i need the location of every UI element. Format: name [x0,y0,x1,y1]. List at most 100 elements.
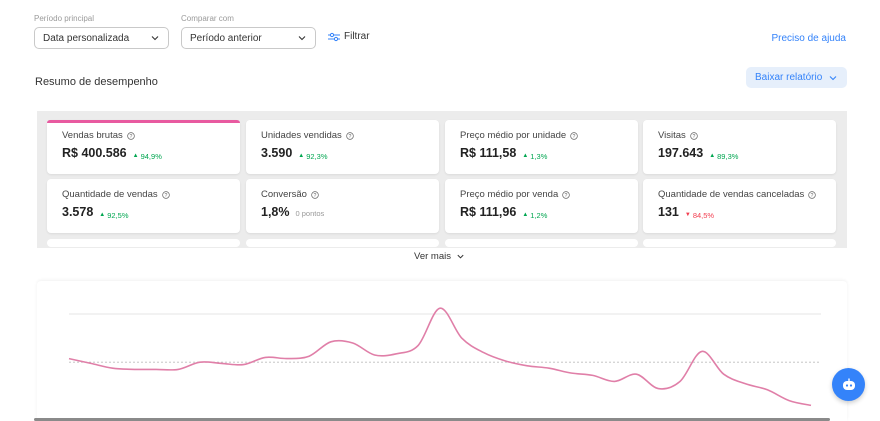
trend-up-icon: ▲ [132,153,139,159]
trend-up-icon: ▲ [522,212,529,218]
period-select[interactable]: Data personalizada [34,27,169,49]
metric-value: R$ 400.586 [62,146,127,160]
metrics-panel: Vendas brutas? R$ 400.586 ▲ 94,9% Unidades … [37,111,847,248]
metric-delta: ▲ 89,3% [709,152,738,161]
metric-title-row: Preço médio por unidade? [460,130,623,141]
metric-card[interactable]: Preço médio por venda? R$ 111,96 ▲ 1,2% [445,179,638,233]
chart-series-line [68,307,812,407]
download-report-button[interactable]: Baixar relatório [746,67,847,88]
metric-card[interactable]: Quantidade de vendas? 3.578 ▲ 92,5% [47,179,240,233]
metric-card[interactable]: Unidades vendidas? 3.590 ▲ 92,3% [246,120,439,174]
chat-button[interactable] [832,368,865,401]
metric-value-row: R$ 400.586 ▲ 94,9% [62,146,225,161]
chevron-down-icon [829,75,837,80]
info-icon[interactable]: ? [808,190,817,199]
metric-value: R$ 111,58 [460,146,517,160]
compare-value: Período anterior [190,32,262,44]
metric-title-row: Vendas brutas? [62,130,225,141]
help-link[interactable]: Preciso de ajuda [771,33,847,44]
trend-up-icon: ▲ [709,153,716,159]
chevron-down-icon [298,36,306,41]
chevron-down-icon [457,254,464,259]
download-report-label: Baixar relatório [755,72,823,83]
metric-card[interactable]: Quantidade de vendas canceladas? 131 ▼ 84,5… [643,179,836,233]
metric-card-hidden [643,239,836,247]
see-more-label: Ver mais [414,251,451,262]
metric-title-row: Quantidade de vendas? [62,189,225,200]
metric-title: Conversão [261,189,307,200]
compare-select[interactable]: Período anterior [181,27,316,49]
metric-delta: ▲ 94,9% [133,152,162,161]
metric-value-row: 3.590 ▲ 92,3% [261,146,424,161]
trend-up-icon: ▲ [522,153,529,159]
metric-delta: ▲ 92,3% [298,152,327,161]
metric-value-row: R$ 111,58 ▲ 1,3% [460,146,623,161]
info-icon[interactable]: ? [161,190,170,199]
compare-label: Comparar com [181,14,234,23]
trend-up-icon: ▲ [298,153,305,159]
info-icon[interactable]: ? [570,131,578,140]
metric-value: 131 [658,205,679,219]
info-icon[interactable]: ? [127,131,135,140]
info-icon[interactable]: ? [346,131,354,140]
sliders-icon [328,32,340,41]
metric-delta-value: 94,9% [140,151,162,161]
svg-text:?: ? [573,133,576,139]
svg-text:?: ? [314,192,317,198]
metric-delta-value: 84,5% [692,210,715,220]
see-more-button[interactable]: Ver mais [408,248,471,265]
filter-button-label: Filtrar [344,31,370,42]
svg-text:?: ? [565,192,568,198]
metric-title: Unidades vendidas [261,130,342,141]
trend-down-icon: ▼ [684,212,691,218]
sales-chart [37,281,847,421]
metric-delta-value: 1,3% [530,151,548,161]
info-icon[interactable]: ? [311,190,319,199]
svg-text:?: ? [348,133,351,139]
svg-text:?: ? [692,133,695,139]
metric-title-row: Unidades vendidas? [261,130,424,141]
section-title: Resumo de desempenho [35,76,158,88]
metric-title: Vendas brutas [62,130,123,141]
metric-card-hidden [246,239,439,247]
metric-value: 1,8% [261,205,290,219]
metric-title: Quantidade de vendas [62,189,158,200]
trend-up-icon: ▲ [99,212,106,218]
metric-card[interactable]: Visitas? 197.643 ▲ 89,3% [643,120,836,174]
info-icon[interactable]: ? [690,131,698,140]
metric-delta-value: 0 pontos [295,209,325,218]
metric-title: Preço médio por venda [460,189,559,200]
svg-text:?: ? [164,192,167,198]
metric-title: Quantidade de vendas canceladas [658,189,805,200]
filter-button[interactable]: Filtrar [328,31,370,42]
metric-title-row: Visitas? [658,130,821,141]
metric-card[interactable]: Vendas brutas? R$ 400.586 ▲ 94,9% [47,120,240,174]
metric-delta: ▲ 1,2% [522,211,547,220]
chat-bot-icon [842,378,855,390]
chevron-down-icon [151,36,159,41]
metric-card-hidden [47,239,240,247]
period-filter: Período principal Data personalizada [34,14,169,49]
metric-delta: ▼ 84,5% [685,211,714,220]
metric-delta-value: 1,2% [530,210,548,220]
metric-value-row: 131 ▼ 84,5% [658,205,821,220]
metric-delta-value: 92,3% [306,151,328,161]
metric-value-row: 3.578 ▲ 92,5% [62,205,225,220]
metric-delta: ▲ 92,5% [99,211,128,220]
metric-delta: ▲ 1,3% [522,152,547,161]
line-chart [68,307,821,407]
period-label: Período principal [34,14,95,23]
compare-filter: Comparar com Período anterior [181,14,316,49]
svg-text:?: ? [811,192,814,198]
metric-card[interactable]: Preço médio por unidade? R$ 111,58 ▲ 1,3% [445,120,638,174]
metric-card-hidden [445,239,638,247]
metric-value-row: 197.643 ▲ 89,3% [658,146,821,161]
metric-delta-value: 89,3% [717,151,739,161]
metric-title-row: Preço médio por venda? [460,189,623,200]
svg-text:?: ? [129,133,132,139]
metric-card[interactable]: Conversão? 1,8% 0 pontos [246,179,439,233]
info-icon[interactable]: ? [562,190,570,199]
metric-title: Preço médio por unidade [460,130,567,141]
horizontal-scrollbar[interactable] [34,418,830,421]
metric-value: 3.590 [261,146,293,160]
